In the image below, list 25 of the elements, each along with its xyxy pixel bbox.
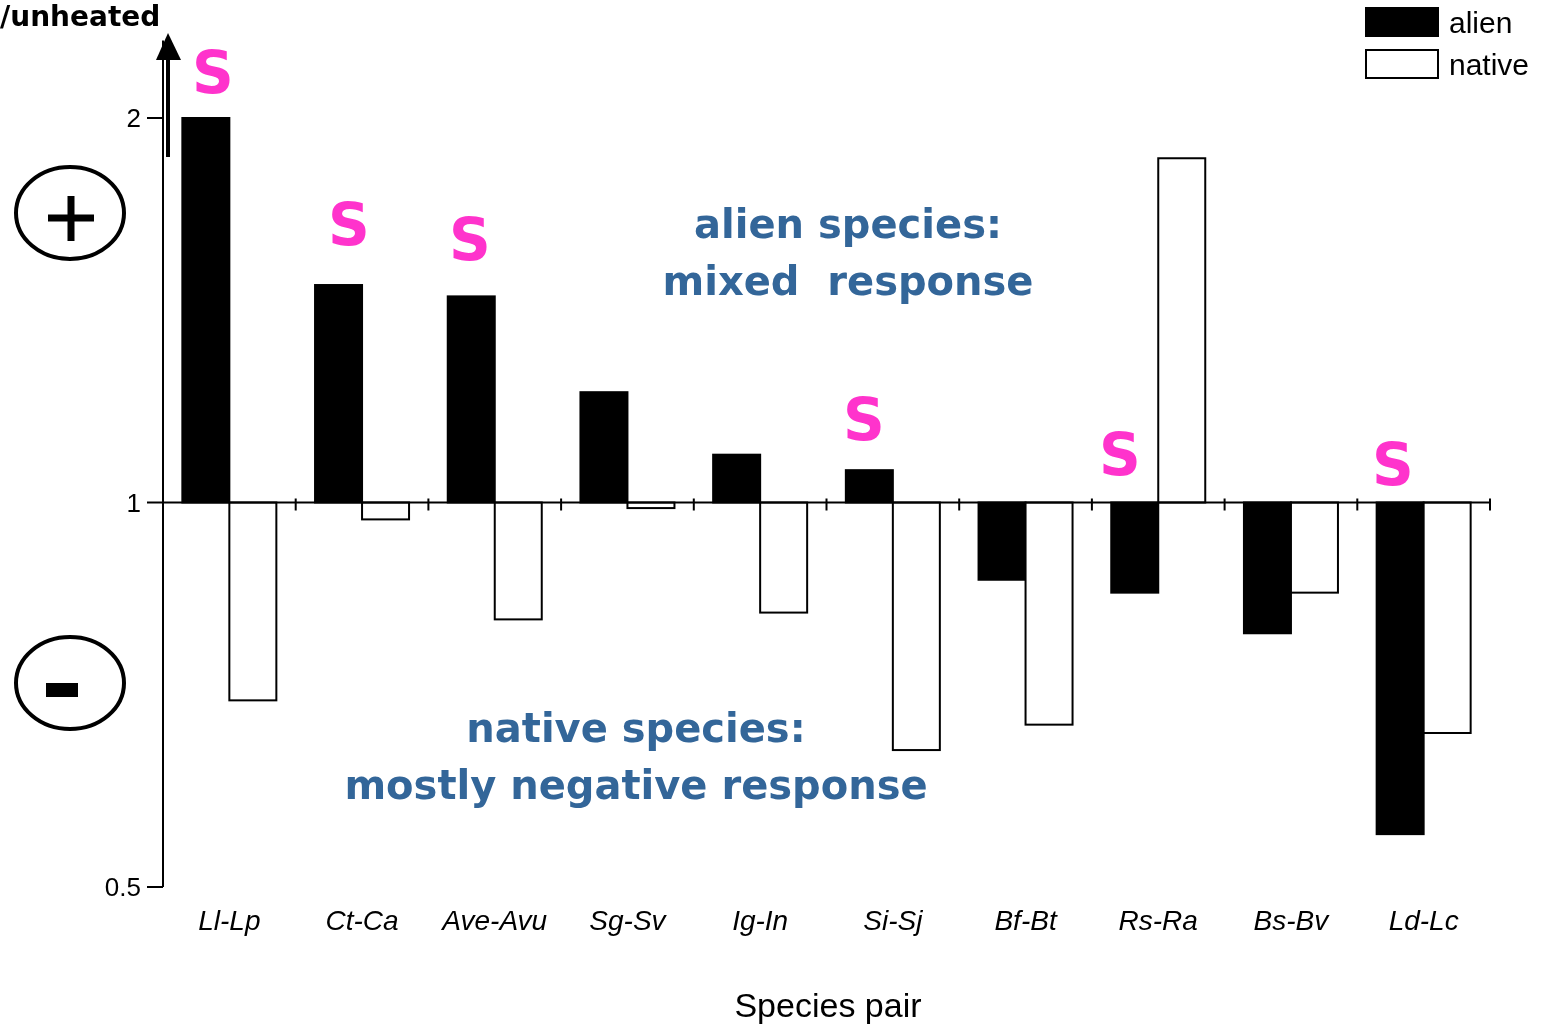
annotation: S: [843, 386, 885, 455]
x-tick-label: Ld-Lc: [1388, 905, 1459, 936]
annotation: S: [192, 39, 234, 108]
annotation: alien species: mixed response: [662, 201, 1034, 304]
annotation: S: [1099, 421, 1141, 490]
y-tick-label: 1: [126, 487, 141, 518]
x-tick-label: Rs-Ra: [1118, 905, 1198, 936]
x-axis-title: Species pair: [734, 986, 922, 1024]
legend-label: native: [1449, 47, 1530, 81]
x-tick-label: Si-Sj: [863, 905, 924, 936]
x-tick-label: Ig-In: [732, 905, 789, 936]
legend-label: alien: [1449, 5, 1513, 39]
annotation: native species: mostly negative response: [344, 705, 928, 808]
x-tick-label: Ave-Avu: [440, 905, 548, 936]
annotation: S: [1372, 431, 1414, 500]
x-tick-label: Ll-Lp: [198, 905, 261, 936]
y-tick-label: 0.5: [104, 872, 141, 903]
y-tick-label: 2: [126, 103, 141, 134]
x-tick-label: Sg-Sv: [589, 905, 668, 936]
x-tick-label: Ct-Ca: [325, 905, 399, 936]
annotation: S: [328, 191, 370, 260]
annotation: S: [449, 206, 491, 275]
y-axis-title: /unheated: [0, 0, 161, 33]
x-tick-label: Bs-Bv: [1253, 905, 1331, 936]
x-tick-label: Bf-Bt: [994, 905, 1058, 936]
